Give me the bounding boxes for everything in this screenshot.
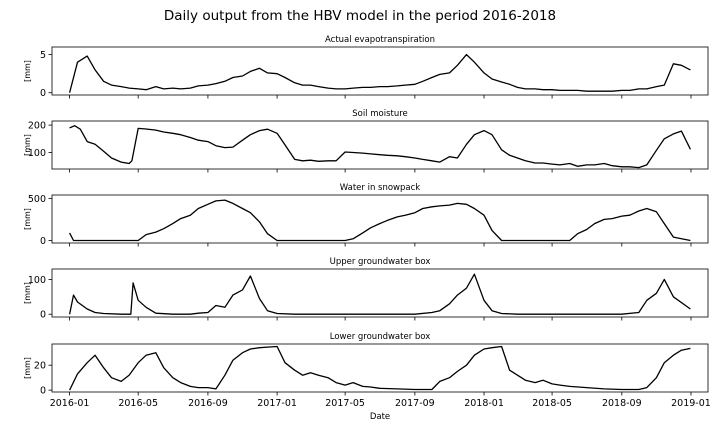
- y-tick-label: 200: [28, 121, 46, 132]
- series-line: [69, 199, 691, 242]
- panel-5: Lower groundwater box [mm] 0 20 2016-01 2016-…: [23, 332, 711, 409]
- y-tick-label: 0: [40, 236, 46, 247]
- y-tick-label: 20: [34, 361, 46, 372]
- panel-title: Actual evapotranspiration: [325, 35, 435, 45]
- figure-title: Daily output from the HBV model in the p…: [164, 8, 556, 24]
- panel-title: Soil moisture: [352, 109, 408, 119]
- y-tick-label: 100: [28, 275, 46, 286]
- x-tick-label: 2016-01: [50, 398, 90, 409]
- axes-frame: [51, 120, 709, 170]
- y-axis-label: [mm]: [23, 134, 32, 156]
- panel-title: Lower groundwater box: [330, 332, 431, 342]
- y-tick-label: 5: [40, 50, 46, 61]
- x-tick-label: 2018-09: [602, 398, 642, 409]
- x-axis-label: Date: [370, 412, 390, 422]
- y-tick-label: 0: [40, 386, 46, 397]
- panel-title: Upper groundwater box: [330, 257, 431, 267]
- x-tick-label: 2019-01: [671, 398, 711, 409]
- y-tick-label: 0: [40, 88, 46, 99]
- y-axis-label: [mm]: [23, 60, 32, 82]
- axes-frame: [51, 46, 709, 96]
- x-tick-label: 2016-05: [118, 398, 158, 409]
- x-tick-label: 2017-05: [325, 398, 365, 409]
- panels: Actual evapotranspiration [mm] 0 5 Soil mois…: [23, 35, 711, 409]
- x-tick-label: 2017-09: [395, 398, 435, 409]
- y-tick-label: 100: [28, 148, 46, 159]
- x-tick-label: 2016-09: [188, 398, 228, 409]
- series-line: [68, 53, 691, 93]
- y-tick-label: 500: [28, 194, 46, 205]
- series-line: [69, 345, 691, 391]
- panel-1: Actual evapotranspiration [mm] 0 5: [23, 35, 709, 99]
- y-axis-label: [mm]: [23, 282, 32, 304]
- panel-title: Water in snowpack: [340, 183, 421, 193]
- axes-frame: [51, 343, 709, 393]
- series-line: [69, 125, 691, 169]
- x-tick-label: 2018-05: [532, 398, 572, 409]
- panel-2: Soil moisture [mm]100 200: [23, 109, 709, 173]
- y-tick-label: 0: [40, 310, 46, 321]
- axes-frame: [51, 268, 709, 318]
- panel-3: Water in snowpack [mm] 0 500: [23, 183, 709, 247]
- x-tick-label: 2018-01: [464, 398, 504, 409]
- axes-frame: [51, 194, 709, 244]
- series-line: [68, 273, 691, 315]
- y-axis-label: [mm]: [23, 208, 32, 230]
- x-tick-label: 2017-01: [257, 398, 297, 409]
- panel-4: Upper groundwater box [mm] 0 100: [23, 257, 709, 321]
- y-axis-label: [mm]: [23, 357, 32, 379]
